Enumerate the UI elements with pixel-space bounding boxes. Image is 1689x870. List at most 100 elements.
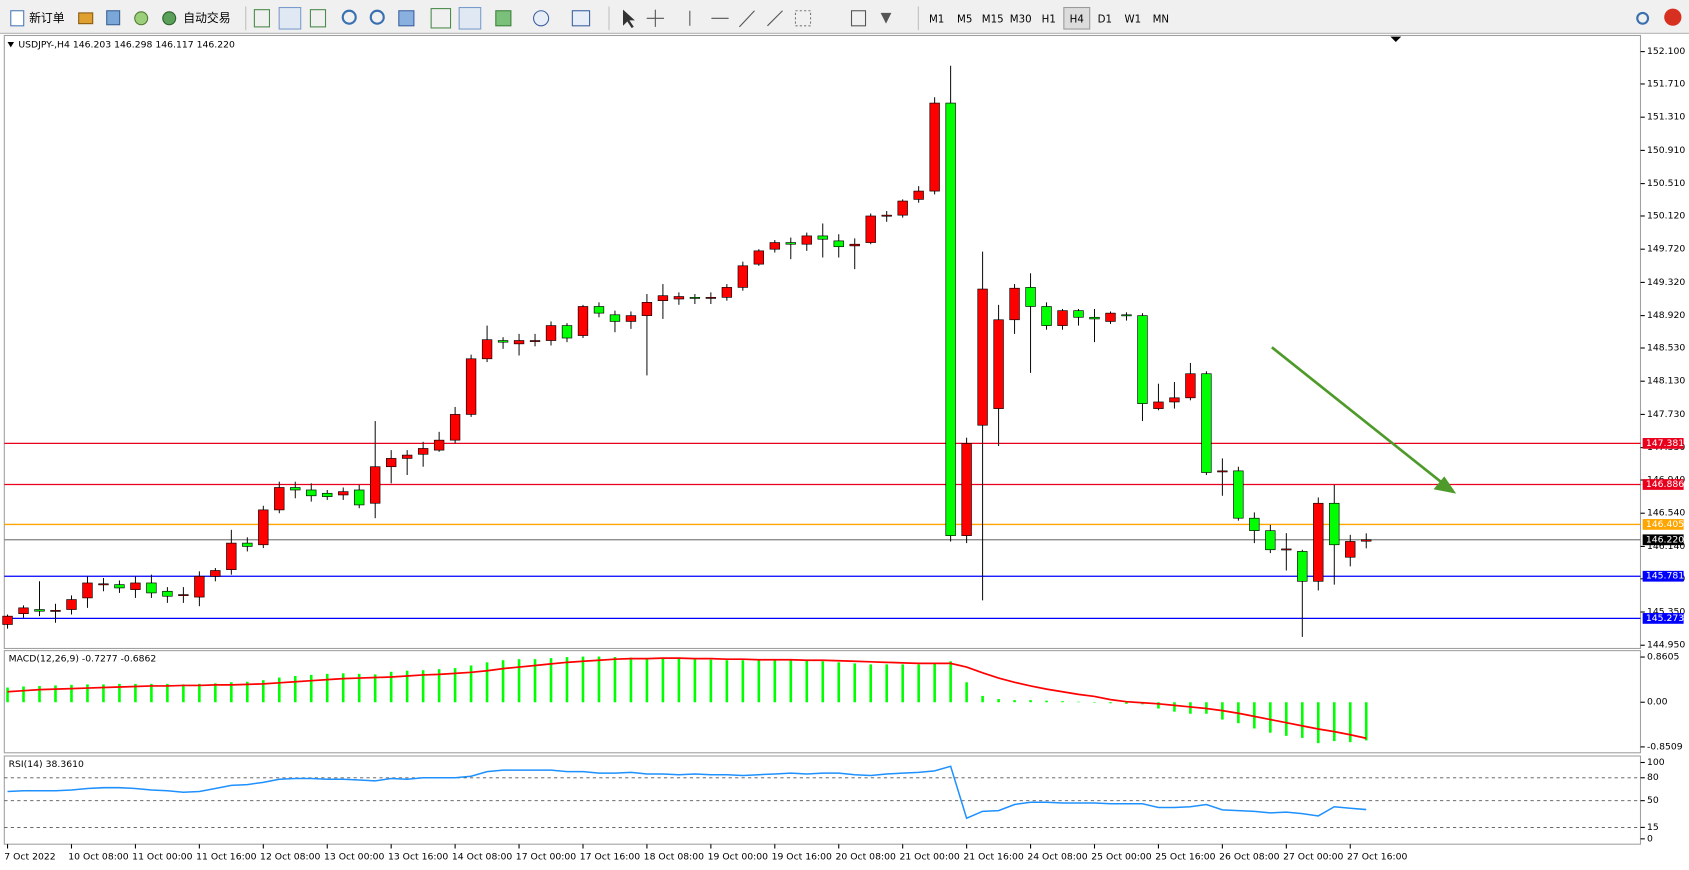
- candle-body: [162, 590, 173, 597]
- x-tick-label: 21 Oct 16:00: [963, 852, 1023, 863]
- candle-body: [1297, 551, 1308, 582]
- macd-bar: [725, 660, 729, 703]
- candle-body: [1249, 517, 1260, 531]
- macd-title: MACD(12,26,9) -0.7277 -0.6862: [9, 654, 157, 665]
- macd-bar: [1348, 702, 1352, 743]
- timeframe-button[interactable]: W1: [1125, 14, 1142, 25]
- icon[interactable]: [78, 12, 94, 25]
- label-tool[interactable]: [850, 10, 867, 27]
- y-tick-label: 0.00: [1647, 697, 1668, 708]
- y-tick-label: 148.920: [1647, 310, 1685, 321]
- icon[interactable]: [532, 10, 550, 27]
- y-tick-label: 50: [1647, 795, 1659, 806]
- y-tick-label: 100: [1647, 757, 1665, 768]
- x-tick-label: 14 Oct 08:00: [452, 852, 512, 863]
- icon[interactable]: [134, 11, 149, 26]
- candle-body: [34, 609, 45, 612]
- candle-body: [1169, 397, 1180, 403]
- auto-trading-icon[interactable]: [162, 11, 177, 26]
- timeframe-button[interactable]: M15: [982, 14, 1004, 25]
- new-order-button[interactable]: 新订单: [29, 11, 65, 25]
- candle-body: [481, 339, 493, 360]
- y-tick-label: 147.730: [1647, 409, 1685, 420]
- x-tick-label: 17 Oct 16:00: [580, 852, 640, 863]
- x-tick-label: 21 Oct 00:00: [899, 852, 959, 863]
- icon[interactable]: [571, 10, 591, 27]
- timeframe-bar: M1 M5 M15 M30 H1 H4 D1 W1 MN: [929, 6, 1169, 30]
- candle-body: [258, 509, 269, 546]
- macd-bar: [533, 659, 537, 703]
- icon[interactable]: [278, 6, 302, 30]
- macd-bar: [325, 673, 329, 703]
- icon[interactable]: [430, 8, 452, 29]
- candle-body: [130, 582, 141, 590]
- y-tick-label: 145.350: [1647, 607, 1685, 618]
- macd-bar: [581, 656, 585, 703]
- y-tick-label: 146.540: [1647, 508, 1685, 519]
- arrow-tool[interactable]: [880, 12, 892, 24]
- macd-bar: [1364, 702, 1368, 741]
- macd-bar: [54, 685, 57, 703]
- channel-tool[interactable]: [767, 10, 783, 27]
- icon[interactable]: [495, 10, 512, 27]
- macd-bar: [86, 684, 89, 703]
- zoom-out[interactable]: [369, 9, 385, 25]
- price-label-bg: [1642, 479, 1684, 490]
- timeframe-button[interactable]: H4: [1070, 14, 1084, 25]
- macd-bar: [597, 656, 601, 703]
- new-order-icon[interactable]: [10, 10, 25, 27]
- y-tick-label: 148.530: [1647, 343, 1685, 354]
- y-tick-label: 0.8605: [1647, 652, 1680, 663]
- macd-bar: [405, 670, 409, 703]
- macd-bar: [1013, 700, 1016, 703]
- candle-body: [817, 235, 828, 240]
- timeframe-active[interactable]: [1063, 6, 1091, 30]
- timeframe-button[interactable]: D1: [1098, 14, 1112, 25]
- macd-bar: [485, 662, 489, 703]
- macd-bar: [613, 657, 617, 703]
- trendline-tool[interactable]: [739, 10, 755, 28]
- icon[interactable]: [458, 6, 482, 30]
- y-tick-label: 150.910: [1647, 145, 1685, 156]
- fibo-tool[interactable]: [794, 10, 812, 27]
- notifications[interactable]: [1664, 8, 1682, 26]
- y-tick-label: 146.140: [1647, 541, 1685, 552]
- auto-trading-button[interactable]: 自动交易: [183, 11, 230, 25]
- candle-body: [274, 487, 285, 511]
- cursor-tool[interactable]: [623, 9, 635, 28]
- macd-bar: [933, 663, 936, 703]
- price-label-bg: [1642, 519, 1684, 530]
- icon[interactable]: [253, 9, 271, 28]
- y-tick-label: -0.8509: [1647, 741, 1683, 752]
- macd-bar: [1301, 702, 1304, 738]
- search[interactable]: [1636, 11, 1650, 25]
- candle-body: [1073, 310, 1084, 318]
- candle-body: [673, 296, 685, 300]
- timeframe-button[interactable]: M30: [1010, 14, 1032, 25]
- candle-body: [625, 315, 637, 322]
- price-label-bg: [1642, 534, 1684, 546]
- macd-bar: [6, 687, 9, 703]
- macd-bar: [885, 664, 888, 703]
- macd-bar: [1157, 702, 1160, 709]
- icon[interactable]: [106, 10, 121, 26]
- y-tick-label: 150.510: [1647, 178, 1685, 189]
- macd-bar: [981, 695, 984, 703]
- macd-bar: [134, 683, 137, 703]
- timeframe-button[interactable]: MN: [1153, 14, 1169, 25]
- price-label: 146.405: [1646, 519, 1684, 530]
- icon[interactable]: [309, 9, 327, 28]
- timeframe-button[interactable]: H1: [1042, 14, 1056, 25]
- zoom-in[interactable]: [341, 9, 357, 25]
- timeframe-button[interactable]: M1: [929, 14, 944, 25]
- candle-body: [833, 240, 844, 248]
- candle-body: [577, 306, 589, 336]
- candle-body: [1329, 502, 1340, 546]
- candle-body: [226, 542, 237, 570]
- timeframe-button[interactable]: M5: [957, 14, 972, 25]
- icon[interactable]: [398, 10, 415, 27]
- macd-bar: [1269, 702, 1272, 733]
- x-tick-label: 19 Oct 00:00: [708, 852, 768, 863]
